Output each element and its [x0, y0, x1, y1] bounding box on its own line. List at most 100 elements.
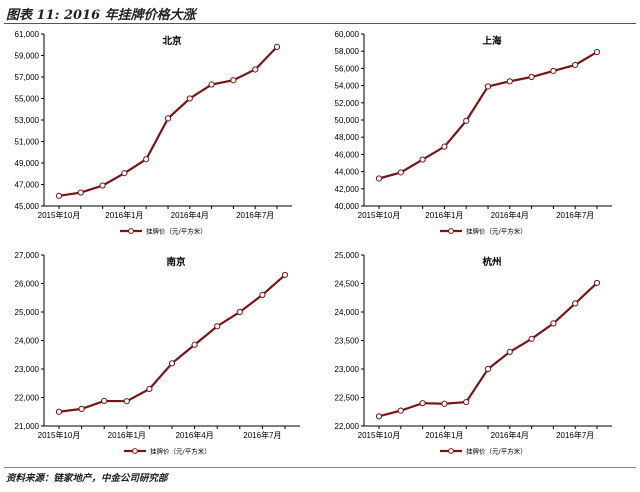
- x-tick-label: 2016年1月: [425, 430, 463, 440]
- data-point: [506, 78, 513, 85]
- series-line: [378, 51, 598, 180]
- data-point: [463, 117, 470, 124]
- x-tick-label: 2016年7月: [556, 210, 594, 220]
- data-point: [550, 320, 557, 327]
- data-point: [101, 397, 108, 405]
- y-tick-label: 47,000: [15, 181, 40, 190]
- y-tick-label: 26,000: [15, 280, 40, 289]
- y-tick-label: 52,000: [335, 99, 360, 108]
- data-point: [506, 348, 513, 355]
- data-point: [397, 407, 404, 414]
- data-point: [572, 300, 579, 307]
- data-point: [208, 81, 215, 88]
- y-tick-label: 55,000: [15, 95, 40, 104]
- y-tick-label: 24,000: [15, 337, 40, 346]
- data-point: [484, 83, 492, 90]
- y-tick-label: 25,000: [15, 308, 40, 317]
- y-tick-label: 23,000: [335, 365, 360, 374]
- x-tick-label: 2016年4月: [491, 210, 529, 220]
- legend-marker: [132, 448, 138, 454]
- data-point: [77, 189, 84, 196]
- y-tick-label: 57,000: [15, 73, 40, 82]
- chart-4: 22,000 22,500 23,000 23,500 24,000 24,500 25,0…: [335, 251, 612, 456]
- data-point: [550, 67, 557, 75]
- x-tick-label: 2016年7月: [236, 210, 274, 220]
- figure-title: 图表 11: 2016 年挂牌价格大涨: [6, 8, 196, 23]
- data-point: [78, 405, 85, 412]
- data-point: [281, 271, 289, 279]
- y-tick-label: 51,000: [15, 138, 40, 147]
- x-tick-label: 2016年7月: [243, 430, 281, 440]
- data-point: [593, 48, 601, 56]
- data-point: [252, 66, 259, 73]
- data-point: [123, 398, 130, 405]
- data-point: [164, 115, 172, 122]
- chart-title: 北京: [162, 35, 182, 47]
- chart-title: 杭州: [482, 256, 501, 268]
- y-tick-label: 50,000: [335, 116, 360, 125]
- data-point: [146, 385, 153, 393]
- chart-title: 上海: [482, 35, 502, 47]
- data-point: [528, 335, 535, 342]
- data-point: [273, 43, 281, 51]
- legend-marker: [448, 228, 454, 234]
- y-tick-label: 53,000: [15, 116, 40, 125]
- y-tick-label: 48,000: [335, 133, 360, 142]
- x-tick-label: 2015年10月: [358, 430, 401, 440]
- data-point: [55, 408, 63, 415]
- y-tick-label: 22,500: [335, 394, 360, 403]
- data-point: [528, 73, 535, 81]
- x-tick-label: 2016年1月: [108, 430, 146, 440]
- chart-3: 21,000 22,000 23,000 24,000 25,000 26,000 27,0…: [15, 251, 300, 456]
- chart-1: 45,000 47,000 49,000 51,000 53,000 55,000 57,0…: [15, 30, 292, 236]
- data-point: [484, 365, 492, 373]
- y-tick-label: 42,000: [335, 185, 360, 194]
- x-tick-label: 2016年1月: [425, 210, 463, 220]
- y-tick-label: 49,000: [15, 159, 40, 168]
- data-point: [191, 341, 198, 348]
- y-tick-label: 24,000: [335, 308, 360, 317]
- y-tick-label: 58,000: [335, 47, 360, 56]
- data-point: [593, 279, 601, 287]
- data-point: [441, 400, 448, 407]
- data-point: [259, 291, 266, 298]
- y-tick-label: 22,000: [335, 422, 360, 431]
- data-point: [143, 156, 150, 163]
- y-tick-label: 44,000: [335, 168, 360, 177]
- legend-label: 挂牌价（元/平方米）: [150, 447, 211, 456]
- data-point: [121, 170, 128, 177]
- source-note: 资料来源：链家地产，中金公司研究部: [6, 473, 168, 484]
- x-tick-label: 2016年7月: [556, 430, 594, 440]
- data-point: [55, 192, 63, 199]
- y-tick-label: 27,000: [15, 251, 40, 260]
- y-tick-label: 61,000: [15, 30, 40, 39]
- data-point: [186, 95, 193, 102]
- data-point: [375, 413, 383, 420]
- y-tick-label: 56,000: [335, 64, 360, 73]
- y-tick-label: 46,000: [335, 150, 360, 159]
- data-point: [214, 323, 221, 330]
- legend-marker: [448, 448, 454, 454]
- legend-marker: [128, 228, 134, 234]
- x-tick-label: 2015年10月: [38, 210, 81, 220]
- x-tick-label: 2015年10月: [38, 430, 81, 440]
- y-tick-label: 25,000: [335, 251, 360, 260]
- y-tick-label: 23,000: [15, 365, 40, 374]
- data-point: [397, 169, 404, 176]
- data-point: [463, 398, 470, 406]
- source-rule: [4, 467, 636, 468]
- title-rule: [4, 23, 636, 24]
- x-tick-label: 2016年4月: [491, 430, 529, 440]
- data-point: [230, 77, 237, 84]
- x-tick-label: 2016年4月: [171, 210, 209, 220]
- data-point: [441, 143, 448, 150]
- y-tick-label: 54,000: [335, 82, 360, 91]
- x-tick-label: 2016年4月: [175, 430, 213, 440]
- legend-label: 挂牌价（元/平方米）: [146, 227, 207, 236]
- series-line: [378, 282, 598, 418]
- y-tick-label: 40,000: [335, 202, 360, 211]
- y-tick-label: 60,000: [335, 30, 360, 39]
- y-tick-label: 22,000: [15, 394, 40, 403]
- data-point: [168, 360, 176, 367]
